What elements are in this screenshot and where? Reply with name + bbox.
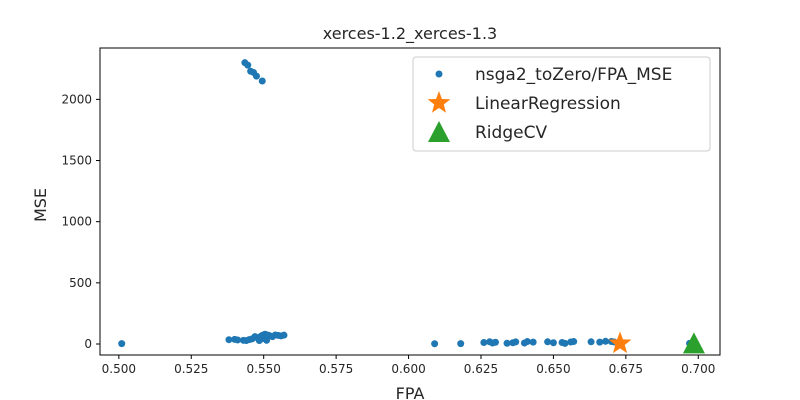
legend-marker-ridgecv bbox=[428, 121, 450, 142]
x-tick-label: 0.600 bbox=[391, 362, 425, 376]
data-point bbox=[480, 339, 488, 347]
x-axis: 0.500 0.525 0.550 0.575 0.600 0.625 0.650 0.675… bbox=[102, 355, 715, 376]
legend-label-ridgecv: RidgeCV bbox=[475, 123, 547, 143]
y-axis: 0 500 1000 1500 2000 bbox=[61, 92, 100, 351]
data-point bbox=[252, 72, 260, 80]
x-tick-label: 0.525 bbox=[174, 362, 208, 376]
data-point bbox=[549, 339, 557, 347]
data-point bbox=[225, 336, 233, 344]
x-tick-label: 0.500 bbox=[102, 362, 136, 376]
data-point bbox=[263, 336, 271, 344]
data-points bbox=[118, 59, 705, 354]
legend-label-linear-regression: LinearRegression bbox=[475, 94, 621, 114]
data-point bbox=[512, 338, 520, 346]
legend-box bbox=[412, 56, 711, 152]
ridgecv-point bbox=[682, 332, 705, 354]
data-point bbox=[251, 333, 259, 341]
y-tick-label: 1000 bbox=[61, 215, 92, 229]
y-tick-label: 1500 bbox=[61, 154, 92, 168]
data-point bbox=[529, 338, 537, 346]
data-point bbox=[457, 340, 465, 348]
data-point bbox=[523, 338, 531, 346]
data-point bbox=[596, 338, 604, 346]
chart-title: xerces-1.2_xerces-1.3 bbox=[323, 24, 497, 44]
data-point bbox=[489, 339, 497, 347]
x-tick-label: 0.650 bbox=[536, 362, 570, 376]
x-axis-label: FPA bbox=[396, 384, 425, 400]
plot-frame bbox=[99, 47, 721, 356]
data-point bbox=[503, 339, 511, 347]
data-point bbox=[431, 340, 439, 348]
x-tick-label: 0.675 bbox=[609, 362, 643, 376]
data-point bbox=[118, 340, 126, 348]
x-tick-label: 0.550 bbox=[247, 362, 281, 376]
y-tick-label: 2000 bbox=[61, 92, 92, 106]
linear-regression-point bbox=[608, 331, 632, 354]
data-point bbox=[570, 338, 578, 346]
y-tick-label: 500 bbox=[69, 276, 92, 290]
plot-area: 0.500 0.525 0.550 0.575 0.600 0.625 0.650 0.675… bbox=[61, 47, 721, 376]
data-point bbox=[602, 337, 610, 345]
legend: nsga2_toZero/FPA_MSE LinearRegression Ri… bbox=[412, 56, 711, 152]
data-point bbox=[234, 336, 242, 344]
data-point bbox=[561, 339, 569, 347]
x-tick-label: 0.625 bbox=[464, 362, 498, 376]
data-point bbox=[244, 61, 252, 69]
x-tick-label: 0.700 bbox=[681, 362, 715, 376]
data-point bbox=[587, 338, 595, 346]
data-point bbox=[258, 77, 266, 85]
legend-marker-nsga2 bbox=[435, 70, 443, 78]
x-tick-label: 0.575 bbox=[319, 362, 353, 376]
data-point bbox=[544, 338, 552, 346]
y-tick-label: 0 bbox=[84, 337, 92, 351]
legend-label-nsga2: nsga2_toZero/FPA_MSE bbox=[475, 65, 672, 85]
legend-marker-linear-regression bbox=[427, 91, 451, 113]
data-point bbox=[280, 331, 288, 339]
y-axis-label: MSE bbox=[31, 188, 50, 222]
